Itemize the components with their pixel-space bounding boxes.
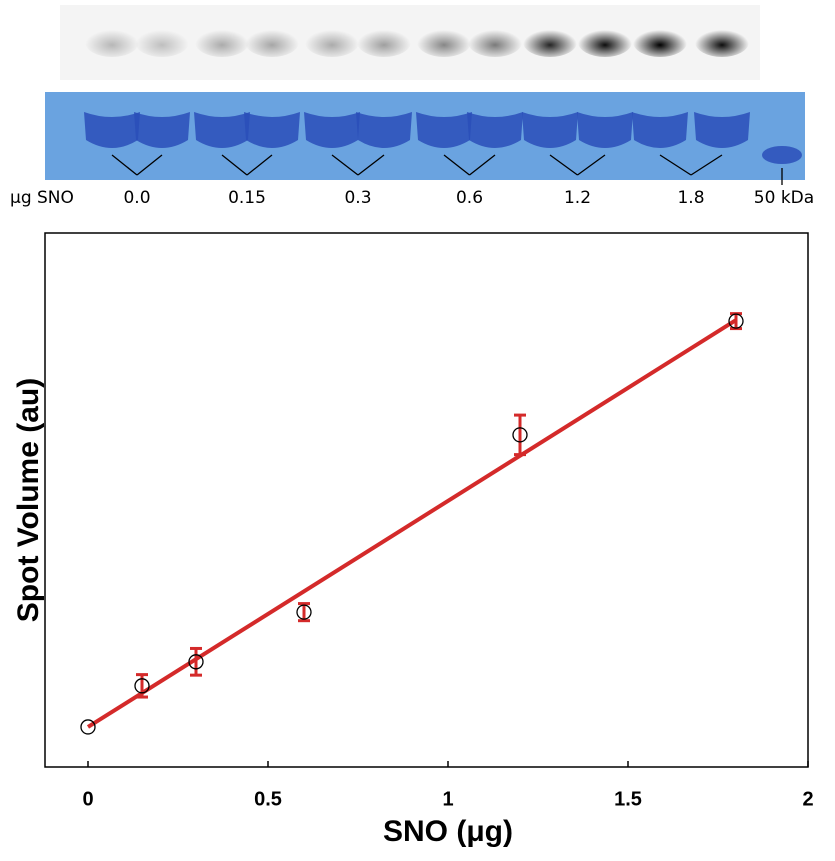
lane-label: 0.15	[228, 188, 266, 208]
marker-label: 50 kDa	[754, 188, 814, 208]
lane-label: 1.2	[564, 188, 591, 208]
western-band	[85, 27, 139, 57]
western-band	[417, 27, 471, 57]
x-tick-label: 1	[442, 788, 453, 810]
coomassie-band	[632, 112, 688, 148]
x-tick-label: 0	[82, 788, 93, 810]
coomassie-band	[194, 112, 250, 148]
coomassie-band	[577, 112, 633, 148]
y-axis-label: Spot Volume (au)	[12, 378, 45, 622]
lane-label: 0.3	[344, 188, 371, 208]
coomassie-band	[694, 112, 750, 148]
western-band	[305, 27, 359, 57]
western-band	[633, 27, 687, 57]
error-bar	[514, 415, 526, 455]
lane-label: 1.8	[677, 188, 704, 208]
western-band	[195, 27, 249, 57]
x-tick-label: 1.5	[614, 788, 642, 810]
coomassie-band	[522, 112, 578, 148]
plot-frame	[45, 233, 808, 767]
coomassie-band	[356, 112, 412, 148]
x-tick-label: 2	[802, 788, 813, 810]
coomassie-band	[416, 112, 472, 148]
page: {"gel": {"label": "μg SNO", "lanes": ["0…	[0, 0, 835, 861]
lane-label: 0.0	[123, 188, 150, 208]
gel-axis-label: μg SNO	[10, 188, 74, 208]
marker-band	[762, 146, 802, 164]
western-band	[578, 27, 632, 57]
western-band	[468, 27, 522, 57]
western-band	[695, 27, 749, 57]
coomassie-band	[467, 112, 523, 148]
coomassie-band	[304, 112, 360, 148]
gel-image	[45, 5, 805, 180]
western-band	[245, 27, 299, 57]
coomassie-band	[84, 112, 140, 148]
western-band	[135, 27, 189, 57]
coomassie-band	[134, 112, 190, 148]
lane-label: 0.6	[456, 188, 483, 208]
coomassie-band	[244, 112, 300, 148]
western-band	[357, 27, 411, 57]
figure: μg SNO 50 kDa SNO (μg) Spot Volume (au) …	[0, 0, 835, 861]
x-axis-label: SNO (μg)	[383, 815, 513, 848]
x-tick-label: 0.5	[254, 788, 282, 810]
western-band	[523, 27, 577, 57]
fit-line	[88, 320, 736, 727]
